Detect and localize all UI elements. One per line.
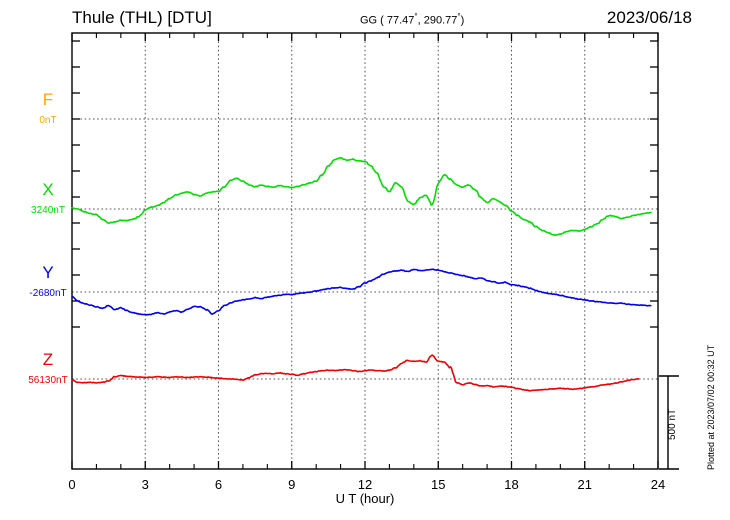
- x-tick-label-24: 24: [651, 477, 665, 492]
- component-labels: F 0nT X 3240nT Y -2680nT Z 56130nT: [28, 90, 67, 386]
- component-value-x: 3240nT: [31, 205, 65, 216]
- trace-y: [71, 268, 652, 316]
- component-letter-f: F: [43, 90, 53, 109]
- plotted-timestamp: Plotted at 2023/07/02 00:32 UT: [706, 344, 716, 470]
- x-tick-label-21: 21: [578, 477, 592, 492]
- degree-symbol-lon: °: [457, 12, 461, 21]
- component-letter-x: X: [42, 180, 53, 199]
- scale-bar-label: 500 nT: [667, 409, 678, 440]
- x-tick-label-6: 6: [215, 477, 222, 492]
- data-traces: [71, 156, 652, 392]
- x-tick-label-0: 0: [68, 477, 75, 492]
- station-title: Thule (THL) [DTU]: [72, 8, 212, 27]
- x-tick-label-18: 18: [504, 477, 518, 492]
- component-letter-y: Y: [42, 263, 53, 282]
- geo-coords-lon: , 290.77: [417, 14, 458, 27]
- gridlines: [72, 33, 658, 469]
- trace-z: [71, 354, 640, 392]
- component-value-f: 0nT: [39, 115, 56, 126]
- x-tick-label-3: 3: [142, 477, 149, 492]
- x-tick-label-12: 12: [358, 477, 372, 492]
- x-tick-label-9: 9: [288, 477, 295, 492]
- trace-x: [71, 156, 652, 237]
- x-tick-label-15: 15: [431, 477, 445, 492]
- x-tick-labels: 0 3 6 9 12 15 18 21 24: [68, 477, 665, 492]
- x-axis-label: U T (hour): [336, 491, 395, 506]
- geographic-coordinates: GG ( 77.47°, 290.77°): [360, 12, 464, 27]
- geo-coords-lat: GG ( 77.47: [360, 14, 415, 27]
- component-letter-z: Z: [43, 350, 53, 369]
- observation-date: 2023/06/18: [606, 8, 692, 27]
- degree-symbol-lat: °: [414, 12, 418, 21]
- plot-frame: [71, 32, 659, 470]
- geo-coords-close: ): [460, 14, 465, 27]
- component-value-z: 56130nT: [28, 375, 67, 386]
- component-value-y: -2680nT: [29, 288, 66, 299]
- scale-bar: 500 nT: [659, 375, 679, 470]
